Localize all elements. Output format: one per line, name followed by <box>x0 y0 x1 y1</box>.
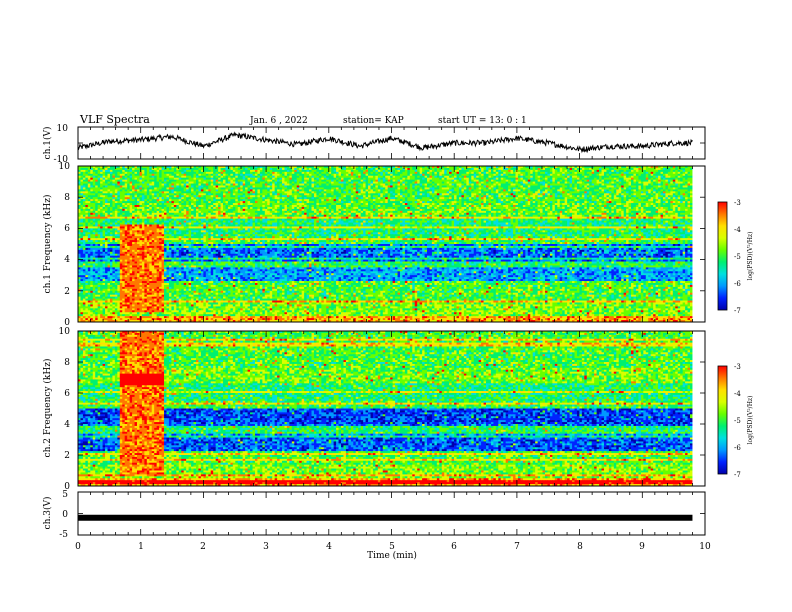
ch1-colorbar-tick: -7 <box>734 307 741 315</box>
ch2-colorbar-tick: -7 <box>734 471 741 479</box>
ch1-spectrogram-yticklabels: 0 2 4 6 8 10 <box>59 162 71 328</box>
ch2-colorbar-tick: -4 <box>734 390 741 398</box>
ch1-spectrogram-heatmap <box>78 166 705 322</box>
ch3-ytick-top: 5 <box>62 490 68 500</box>
ch3-ytick-bottom: -5 <box>59 530 68 540</box>
ch1-spectrogram-panel: 0 2 4 6 8 10 ch.1 Frequency (kHz) -3 -4 … <box>42 162 754 328</box>
spectrogram-empty-tail <box>692 331 705 486</box>
ch1-colorbar-tick: -6 <box>734 280 741 288</box>
spectrogram-empty-tail <box>692 166 705 322</box>
time-tick: 10 <box>699 542 711 552</box>
ch1-spectrogram-ylabel: ch.1 Frequency (kHz) <box>42 195 53 294</box>
ch2-spectrogram-heatmap <box>78 331 705 486</box>
vlf-spectra-figure: VLF Spectra Jan. 6 , 2022 station= KAP s… <box>0 0 792 612</box>
time-tick: 4 <box>326 542 332 552</box>
ch3-waveform-ylabel: ch.3(V) <box>42 497 53 530</box>
time-tick: 0 <box>75 542 81 552</box>
ch2-freq-tick: 10 <box>59 327 71 337</box>
ch1-waveform-trace <box>78 133 693 152</box>
time-tick: 7 <box>514 542 520 552</box>
time-tick: 9 <box>639 542 645 552</box>
ch1-colorbar-label: log(PSD)(V²/Hz) <box>747 232 754 281</box>
ch2-colorbar-tick: -6 <box>734 444 741 452</box>
ch2-colorbar-ticklabels: -3 -4 -5 -6 -7 <box>734 363 741 479</box>
date-label: Jan. 6 , 2022 <box>249 116 308 126</box>
ch2-colorbar-tick: -5 <box>734 417 741 425</box>
ch1-colorbar-tick: -5 <box>734 253 741 261</box>
station-label: station= KAP <box>343 116 404 126</box>
ch1-colorbar-tick: -4 <box>734 226 741 234</box>
ch2-spectrogram-panel: 0 2 4 6 8 10 ch.2 Frequency (kHz) -3 -4 … <box>42 327 754 492</box>
time-tick: 1 <box>138 542 144 552</box>
ch1-waveform-ylabel: ch.1(V) <box>42 127 53 160</box>
ch2-colorbar-tick: -3 <box>734 363 741 371</box>
time-tick: 3 <box>263 542 269 552</box>
time-tick: 8 <box>577 542 583 552</box>
time-tick: 6 <box>451 542 457 552</box>
ch3-ytick-mid: 0 <box>62 510 68 520</box>
ch1-freq-tick: 10 <box>59 162 71 172</box>
time-axis: 0 1 2 3 4 5 6 7 8 9 10 Time (min) <box>75 542 711 561</box>
ch1-colorbar-ticklabels: -3 -4 -5 -6 -7 <box>734 199 741 315</box>
ch3-waveform-frame <box>78 492 705 535</box>
ch1-freq-tick: 2 <box>64 287 70 297</box>
ch2-freq-tick: 4 <box>64 420 70 430</box>
ch1-colorbar <box>718 202 727 310</box>
time-axis-label: Time (min) <box>367 550 417 561</box>
ch1-waveform-panel: 10 -10 ch.1(V) <box>42 124 705 165</box>
time-tick: 2 <box>200 542 206 552</box>
ch2-spectrogram-ylabel: ch.2 Frequency (kHz) <box>42 359 53 458</box>
ch2-freq-tick: 8 <box>64 358 70 368</box>
ch1-freq-tick: 4 <box>64 255 70 265</box>
ch2-freq-tick: 6 <box>64 389 70 399</box>
ch1-waveform-ticks <box>78 127 705 159</box>
ch3-waveform-panel: 5 0 -5 ch.3(V) <box>42 490 705 540</box>
ch2-colorbar <box>718 366 727 474</box>
ch2-colorbar-label: log(PSD)(V²/Hz) <box>747 396 754 445</box>
start-time-label: start UT = 13: 0 : 1 <box>438 116 527 126</box>
chart-title: VLF Spectra <box>79 113 150 126</box>
ch3-waveform-ticks <box>78 492 705 535</box>
ch2-spectrogram-yticklabels: 0 2 4 6 8 10 <box>59 327 71 492</box>
ch1-freq-tick: 8 <box>64 193 70 203</box>
ch2-freq-tick: 2 <box>64 451 70 461</box>
ch1-colorbar-tick: -3 <box>734 199 741 207</box>
ch1-ytick-top: 10 <box>57 124 69 134</box>
ch1-freq-tick: 6 <box>64 224 70 234</box>
